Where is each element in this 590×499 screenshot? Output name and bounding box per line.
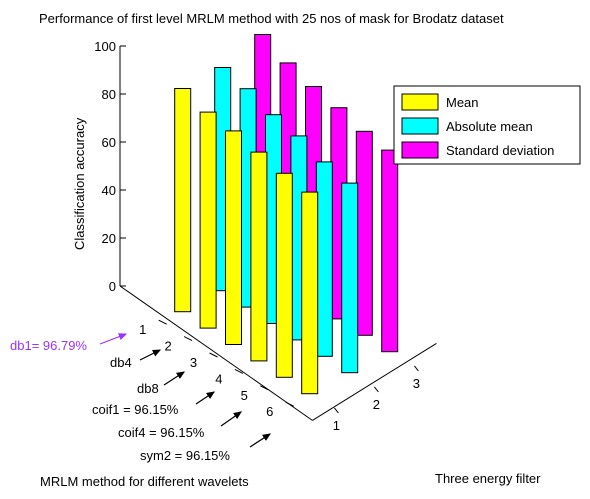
x-axis-label: MRLM method for different wavelets (40, 474, 249, 489)
category-tick-label: 5 (241, 388, 248, 403)
depth-axis-label: Three energy filter (435, 471, 541, 486)
category-tick-label: 2 (164, 339, 171, 354)
tick-labels: 0 20 40 60 80 100 1 2 3 4 5 6 1 2 3 (94, 39, 420, 433)
depth-tick-label: 1 (333, 418, 340, 433)
bar-standard-deviation (355, 130, 373, 336)
annotation-arrow (139, 349, 162, 361)
category-tick-mark (285, 401, 294, 407)
wavelet-annotation: db1= 96.79% (10, 338, 87, 353)
category-tick-mark (158, 319, 167, 325)
category-axis-line (119, 285, 313, 421)
axes (119, 45, 437, 421)
legend-swatch (401, 117, 439, 135)
annotation-arrow (220, 411, 242, 427)
y-tick-label: 80 (102, 87, 116, 102)
legend-label: Absolute mean (446, 119, 533, 134)
wavelet-annotation: sym2 = 96.15% (140, 448, 230, 463)
depth-tick-mark (334, 407, 339, 414)
bar-absolute-mean (315, 161, 333, 357)
chart-title: Performance of first level MRLM method w… (39, 11, 504, 26)
y-tick-label: 0 (109, 279, 116, 294)
legend-label: Mean (446, 95, 479, 110)
bar-mean (301, 191, 319, 395)
category-tick-label: 6 (266, 404, 273, 419)
depth-tick-mark (414, 365, 419, 372)
annotations: db1= 96.79% db4 db8 coif1 = 96.15% coif4 = 9… (10, 333, 272, 463)
category-tick-mark (260, 385, 269, 391)
depth-axis-line (312, 342, 437, 421)
y-tick-label: 40 (102, 183, 116, 198)
depth-tick-mark (374, 386, 379, 393)
category-tick-label: 1 (139, 322, 146, 337)
category-tick-mark (234, 368, 244, 374)
bars (174, 34, 399, 395)
legend-label: Standard deviation (446, 143, 554, 158)
bar-mean (174, 88, 192, 313)
bar-mean (275, 172, 293, 378)
category-tick-mark (209, 352, 218, 358)
annotation-arrow (195, 391, 215, 405)
y-tick-label: 60 (102, 135, 116, 150)
bar-mean (225, 130, 242, 345)
category-tick-label: 4 (215, 371, 222, 386)
depth-tick-label: 2 (373, 397, 380, 412)
y-tick-label: 20 (102, 231, 116, 246)
legend: Mean Absolute mean Standard deviation (393, 85, 581, 165)
legend-swatch (401, 141, 439, 159)
y-axis-label: Classification accuracy (72, 117, 87, 250)
bar-standard-deviation (381, 149, 399, 353)
annotation-arrow (163, 371, 186, 386)
y-tick-label: 100 (94, 39, 116, 54)
wavelet-annotation: db4 (110, 355, 132, 370)
bar-absolute-mean (341, 182, 359, 374)
wavelet-annotation: db8 (137, 381, 159, 396)
annotation-arrow (249, 433, 272, 448)
bar-mean (199, 111, 217, 329)
legend-swatch (401, 93, 439, 111)
category-tick-mark (183, 336, 193, 342)
wavelet-annotation: coif4 = 96.15% (118, 425, 205, 440)
annotation-arrow (99, 333, 128, 345)
bar-mean (250, 151, 268, 362)
depth-tick-label: 3 (413, 376, 420, 391)
category-tick-label: 3 (190, 355, 197, 370)
wavelet-annotation: coif1 = 96.15% (92, 402, 179, 417)
